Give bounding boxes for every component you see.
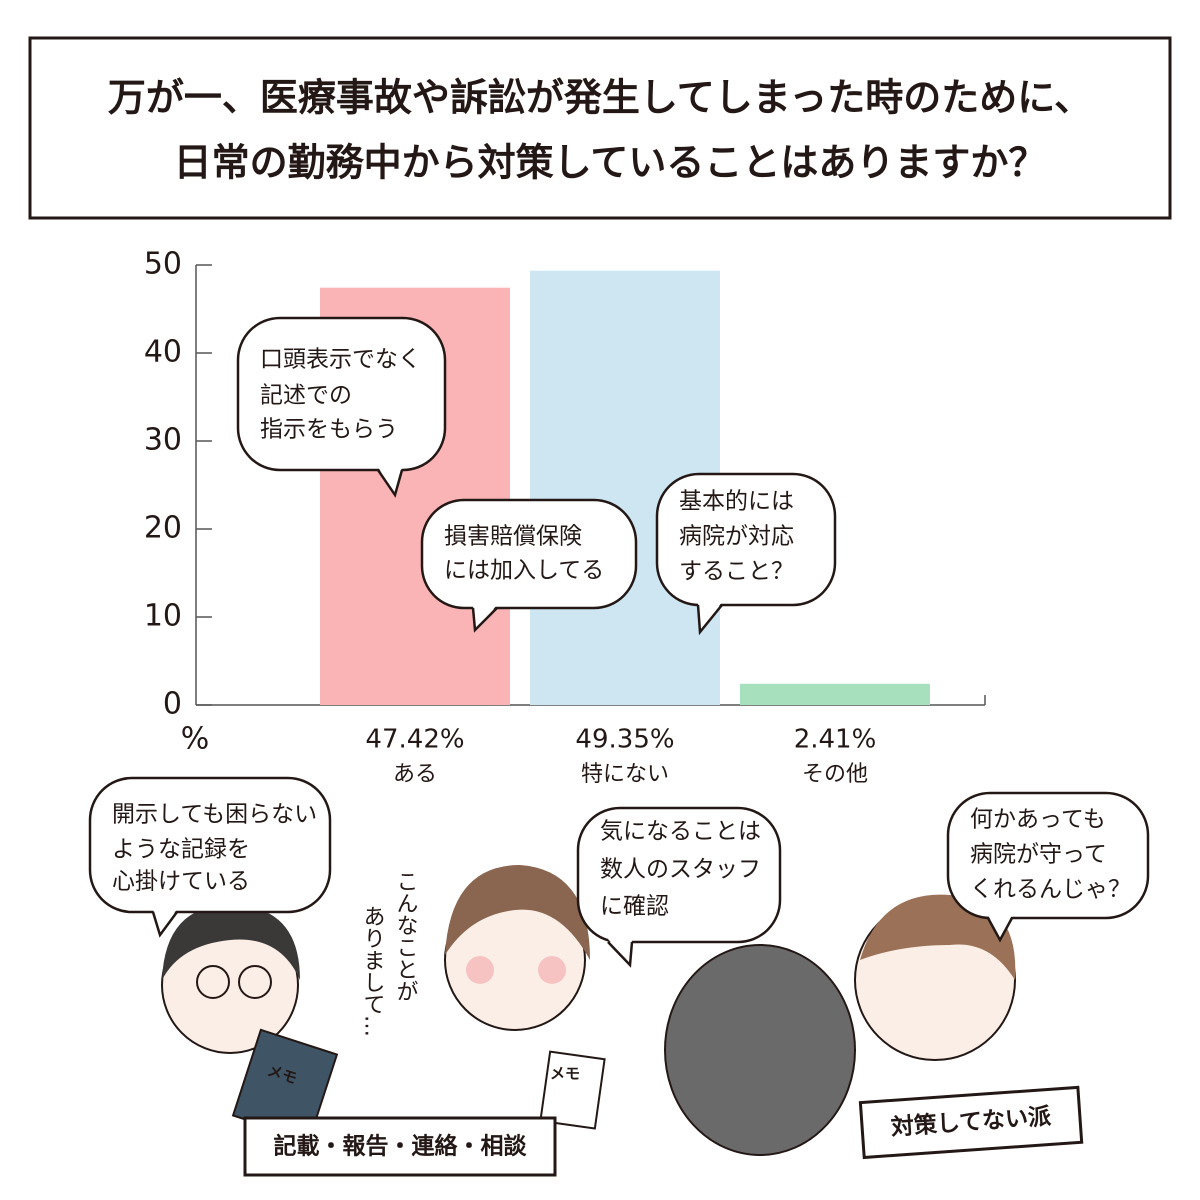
bubble-tail-edge — [696, 604, 723, 636]
bubble-body — [576, 806, 782, 944]
tag-box — [858, 1085, 1084, 1160]
murmur: こんなことが — [393, 870, 418, 1002]
y-tick-label: 20 — [144, 511, 182, 546]
bar — [740, 683, 930, 705]
bubble-body — [88, 776, 332, 914]
bubble-text: 基本的には — [679, 489, 794, 515]
bubble-tail-edge — [151, 911, 179, 938]
x-tick-label: その他 — [802, 762, 868, 787]
y-tick-label: 40 — [144, 335, 182, 370]
bubble-tail-edge — [607, 941, 634, 968]
title-line: 万が一、医療事故や訴訟が発生してしまった時のために、 — [108, 76, 1092, 120]
tag: 記載・報告・連絡・相談 — [274, 1133, 528, 1160]
bubble-tail — [698, 602, 722, 632]
bubble-body — [655, 472, 837, 607]
value-label: 47.42% — [365, 725, 464, 755]
bubble-text: には加入してる — [444, 558, 604, 584]
value-label: 2.41% — [794, 725, 877, 755]
bubble-text: すること？ — [679, 559, 794, 585]
bubble-text: 心掛けている — [112, 869, 250, 895]
y-unit: % — [181, 722, 210, 757]
x-tick-label: 特にない — [581, 762, 669, 787]
bubble-text: 記述での — [260, 383, 352, 409]
bubble-text: 気になることは — [600, 819, 761, 845]
y-tick-label: 50 — [144, 247, 182, 282]
bubble-tail-edge — [986, 917, 1014, 943]
bubble-body — [420, 498, 638, 610]
bubble-text: ような記録を — [112, 837, 250, 863]
bubble-tail-edge — [471, 607, 498, 633]
bubble-text: 損害賠償保険 — [444, 524, 582, 550]
title-box — [28, 36, 1172, 220]
bubble-text: 口頭表示でなく — [260, 347, 421, 373]
people — [161, 865, 1016, 1156]
bubble-body — [236, 316, 447, 472]
bubble-text: 指示をもらう — [260, 417, 398, 443]
bubble-text: くれるんじゃ？ — [970, 877, 1131, 903]
bubble-tail — [473, 605, 497, 630]
value-label: 49.35% — [575, 725, 674, 755]
y-tick-label: 30 — [144, 423, 182, 458]
bubble-tail-edge — [376, 469, 404, 498]
tag-box — [243, 1116, 557, 1177]
tag-group: 対策してない派 — [858, 1085, 1084, 1160]
bubble-text: 病院が対応 — [679, 524, 794, 550]
bubble-body — [946, 791, 1150, 920]
bubble-tail — [988, 915, 1012, 940]
y-tick-label: 0 — [163, 687, 182, 722]
murmur: ありまして… — [360, 905, 385, 1037]
bubble-text: に確認 — [600, 894, 669, 920]
note-label: メモ — [550, 1065, 580, 1083]
bubble-text: 何かあっても — [970, 807, 1106, 833]
bubble-text: 病院が守って — [970, 842, 1107, 868]
bubble-text: 開示しても困らない — [112, 802, 317, 828]
y-tick-label: 10 — [144, 599, 182, 634]
bubble-text: 数人のスタッフ — [600, 857, 761, 883]
x-tick-label: ある — [393, 762, 437, 787]
title-line: 日常の勤務中から対策していることはありますか？ — [174, 141, 1047, 185]
bubble-tail — [608, 939, 632, 965]
